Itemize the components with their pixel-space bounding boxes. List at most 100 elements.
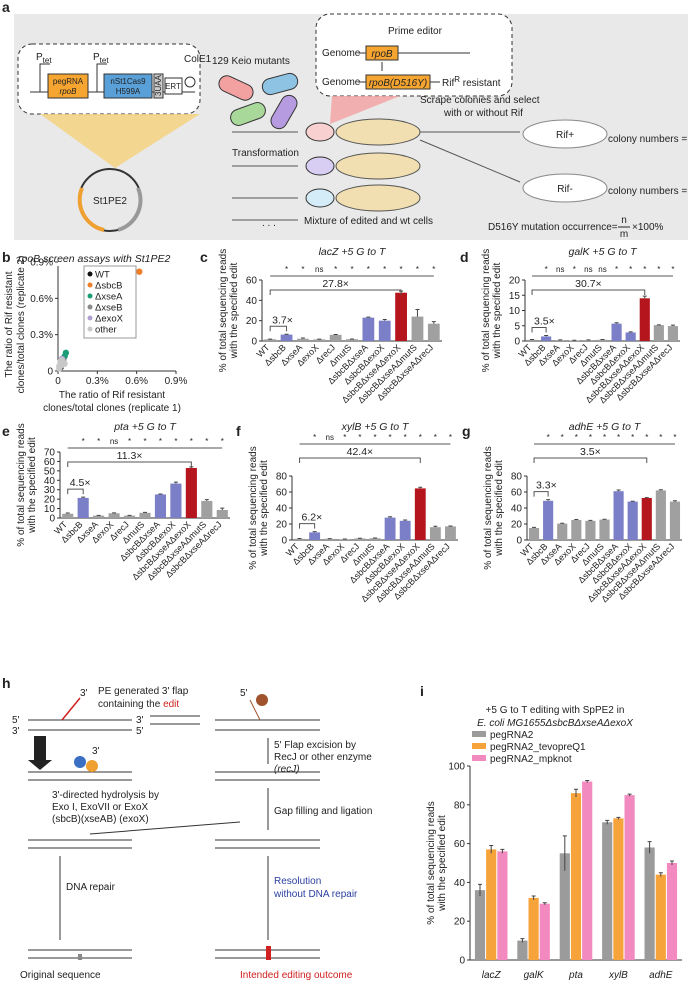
mixture-label: Mixture of edited and wt cells [304,216,433,227]
significance: * [313,433,316,442]
bar [384,517,396,540]
big-arrow [28,736,52,770]
y-tick-label: 60 [454,839,466,850]
petri-dish [335,118,421,146]
significance: * [350,265,353,274]
y-tick-label: 80 [511,472,523,483]
bar [216,509,228,518]
recj-label: RecJ or other enzyme [274,752,372,763]
legend-swatch [472,731,486,737]
significance: * [545,265,548,274]
error-bar [532,526,537,528]
bar [201,501,213,518]
significance: * [301,265,304,274]
y-tick-label: 20 [44,495,56,506]
error-bar [531,895,536,900]
bar [571,520,582,540]
error-bar [415,308,420,317]
bar [599,519,610,540]
origin-icon [184,76,196,88]
gene-label: rpoB [60,87,78,96]
x-tick-label: 0.3% [86,376,109,387]
error-bar [574,788,578,798]
legend-label: WT [95,270,110,281]
significance: * [434,433,437,442]
chart-title: xylB +5 G to T [341,421,410,433]
error-bar [312,531,317,533]
stop-block [153,73,164,99]
error-bar [627,793,632,797]
cas9-gene [103,73,153,99]
y-axis-label: % of total sequencing reads [248,446,259,569]
end-label: 5' [240,688,248,699]
y-tick-label: 20 [246,316,258,327]
panel-label: h [2,675,11,691]
significance: * [631,433,634,442]
error-bar [658,872,663,877]
bar [170,483,182,518]
bar [93,515,105,518]
fold-bracket [67,461,192,467]
panel-label: i [420,683,424,699]
bar [414,488,426,540]
origin-label: ColE1 [184,54,212,65]
bar [486,849,497,960]
bar [613,818,624,960]
fold-label: 3.7× [272,314,293,326]
bar [582,781,593,960]
bar [666,863,678,960]
significance: * [589,433,592,442]
legend-swatch [87,282,93,288]
error-bar [574,518,579,520]
y-tick-label: 0 [47,367,53,378]
y-tick-label: 80 [454,800,466,811]
significance: * [373,433,376,442]
error-bar [616,489,621,492]
y-tick-label: 30 [44,485,56,496]
hydrolysis-label: Exo I, ExoVII or ExoX [52,802,148,813]
bar [378,320,391,341]
bar [294,538,305,540]
panel-label: f [236,423,241,439]
legend-swatch [87,326,93,332]
y-tick-label: 40 [246,296,258,307]
bar [555,340,566,341]
scrape-label: with or without Rif [443,108,523,119]
y-tick-label: 0 [459,956,465,967]
panel-label: e [2,423,10,439]
point [61,360,68,367]
bar [313,339,326,341]
significance: * [343,433,346,442]
hydrolysis-label: (sbcB)(xseAB) (exoX) [52,814,149,825]
bar [570,793,582,960]
bar [611,323,622,341]
y-tick-label: 40 [454,878,466,889]
significance: * [673,433,676,442]
end-label: 3' [92,746,100,757]
significance: * [82,437,85,446]
significance: ns [598,265,606,274]
error-bar [647,841,652,854]
exo-icon [74,756,86,768]
y-tick-label: 0 [514,337,520,348]
error-bar [520,938,525,943]
y-tick-label: 50 [44,466,56,477]
point [62,349,70,357]
error-bar [403,519,408,521]
y-tick-label: 0.6% [30,294,53,305]
significance: * [671,265,674,274]
error-bar [366,316,371,318]
y-axis-label: % of total sequencing reads [481,249,492,372]
y-axis-label: The ratio of Rif resistant [4,271,15,377]
gene-label: rpoB [371,49,392,60]
end-label: 5' [12,715,20,726]
error-bar [204,499,209,502]
bar [339,539,351,540]
y-tick-label: 0.3% [30,330,53,341]
fold-label: 11.3× [117,450,143,462]
legend-label: ΔexoX [95,314,124,325]
x-tick-label: 0.6% [125,376,148,387]
chart-title: galK +5 G to T [569,246,639,258]
y-tick-label: 60 [44,457,56,468]
